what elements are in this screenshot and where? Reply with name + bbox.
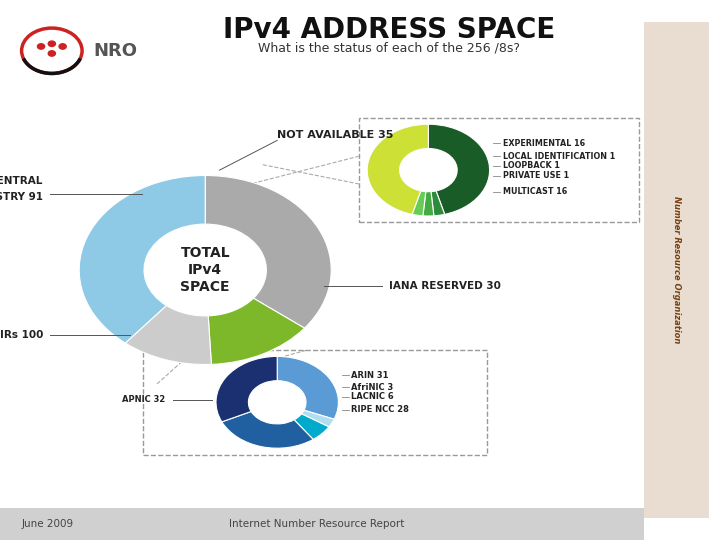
Text: What is the status of each of the 256 /8s?: What is the status of each of the 256 /8… [258,41,520,54]
Wedge shape [208,298,305,365]
Wedge shape [79,176,205,343]
Text: NOT AVAILABLE 35: NOT AVAILABLE 35 [277,130,394,140]
Wedge shape [222,411,313,448]
Text: REGISTRY 91: REGISTRY 91 [0,192,43,202]
Text: LACNIC 6: LACNIC 6 [351,393,394,401]
Wedge shape [205,176,331,328]
Wedge shape [125,306,212,365]
Wedge shape [428,124,490,214]
Text: Internet Number Resource Report: Internet Number Resource Report [229,519,405,529]
Wedge shape [277,356,338,419]
Text: NRO: NRO [94,42,138,60]
Text: CENTRAL: CENTRAL [0,176,43,186]
Wedge shape [216,356,277,422]
Circle shape [37,44,45,49]
Circle shape [48,41,55,46]
Circle shape [48,51,55,56]
Text: IPv4 ADDRESS SPACE: IPv4 ADDRESS SPACE [222,16,555,44]
Text: EXPERIMENTAL 16: EXPERIMENTAL 16 [503,139,585,147]
Text: TOTAL: TOTAL [181,246,230,260]
Wedge shape [412,191,426,216]
Text: IPv4: IPv4 [188,263,222,277]
FancyBboxPatch shape [0,508,644,540]
Wedge shape [431,191,445,216]
Text: June 2009: June 2009 [22,519,73,529]
Text: RIRs 100: RIRs 100 [0,330,43,340]
Text: MULTICAST 16: MULTICAST 16 [503,187,567,196]
Text: AfriNIC 3: AfriNIC 3 [351,383,394,391]
Wedge shape [423,192,434,216]
Wedge shape [302,410,334,427]
Circle shape [59,44,66,49]
Text: LOCAL IDENTIFICATION 1: LOCAL IDENTIFICATION 1 [503,152,615,160]
Text: RIPE NCC 28: RIPE NCC 28 [351,406,409,414]
Text: ARIN 31: ARIN 31 [351,371,389,380]
Text: LOOPBACK 1: LOOPBACK 1 [503,161,559,170]
Text: Number Resource Organization: Number Resource Organization [672,197,681,343]
Text: APNIC 32: APNIC 32 [122,395,166,404]
Text: PRIVATE USE 1: PRIVATE USE 1 [503,171,569,180]
Text: IANA RESERVED 30: IANA RESERVED 30 [389,281,500,291]
Wedge shape [367,124,428,214]
Text: SPACE: SPACE [181,280,230,294]
Wedge shape [294,414,329,440]
FancyBboxPatch shape [644,22,709,518]
